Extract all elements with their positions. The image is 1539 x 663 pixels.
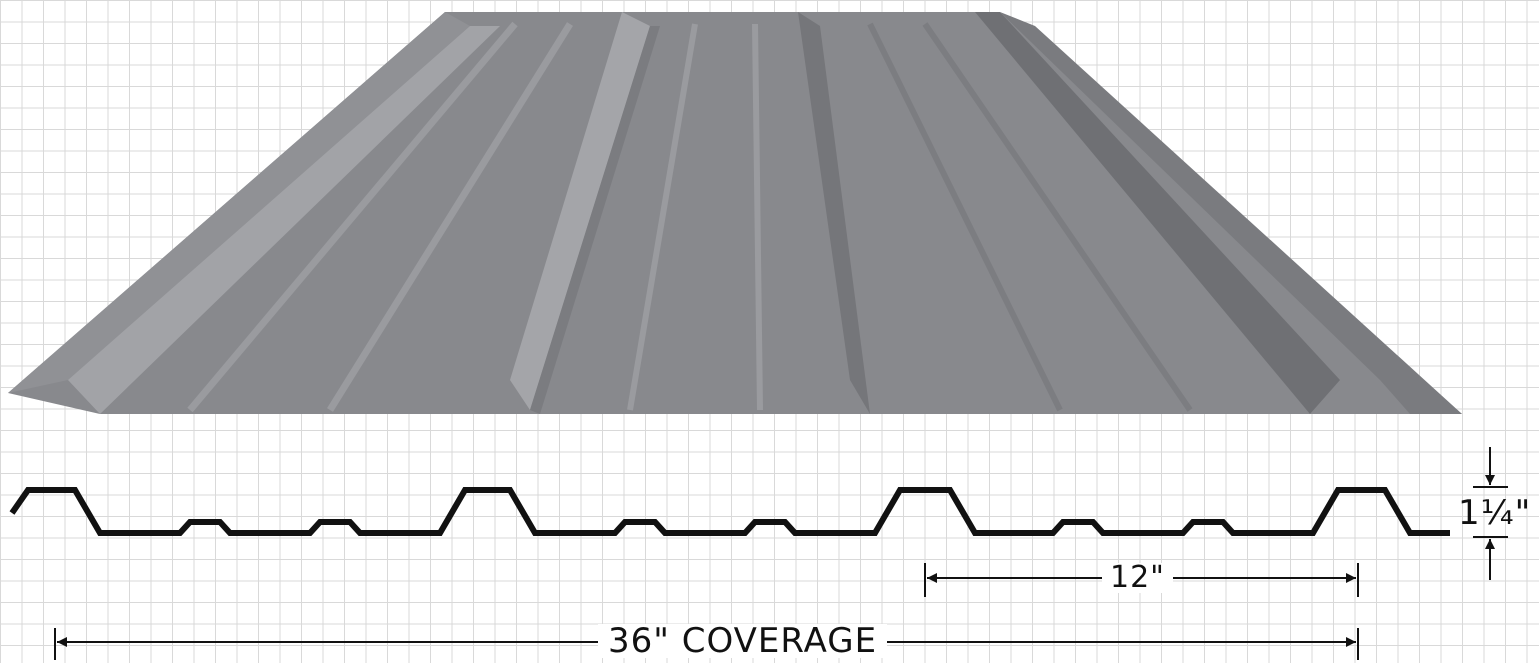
panel-rib-center-right: [798, 12, 870, 414]
panel-stiffener: [752, 23, 763, 411]
rib-height-dimension: [1473, 447, 1508, 580]
panel-rib-center-left: [510, 12, 650, 410]
panel-profile-section: [9, 487, 1450, 536]
panel-rib-right-face: [1000, 12, 1462, 414]
rib-spacing-label: 12": [1102, 563, 1173, 593]
panel-rib-left-edge: [8, 12, 470, 393]
panel-rib-right: [975, 12, 1340, 414]
panel-rib-center-left-shade: [530, 26, 660, 414]
panel-stiffener: [187, 21, 518, 413]
rib-spacing-dimension: [924, 563, 1359, 597]
coverage-label: 36" COVERAGE: [598, 624, 888, 658]
panel-rib-left-face: [68, 26, 500, 414]
panel-stiffener: [922, 22, 1193, 412]
metal-panel-illustration: [8, 12, 1462, 414]
panel-stiffener: [867, 22, 1063, 412]
panel-stiffener: [627, 23, 698, 411]
coverage-dimension: [54, 628, 1359, 660]
panel-stiffener: [327, 22, 573, 412]
rib-height-label: 1¼": [1458, 493, 1532, 533]
